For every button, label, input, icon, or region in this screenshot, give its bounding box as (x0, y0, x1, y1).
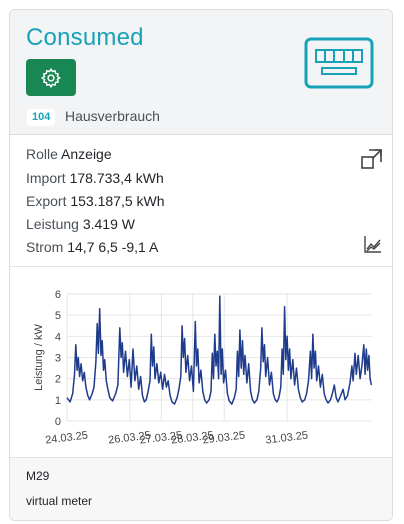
x-tick-label: 24.03.25 (45, 429, 89, 446)
role-value: Anzeige (61, 146, 112, 162)
y-tick-label: 2 (55, 374, 61, 386)
y-tick-label: 5 (55, 310, 61, 322)
current-label: Strom (26, 239, 64, 255)
y-axis-label: Leistung / kW (33, 324, 45, 391)
y-tick-label: 4 (55, 331, 61, 343)
current-value: 14,7 6,5 -9,1 A (67, 239, 159, 255)
x-tick-label: 26.03.25 (108, 429, 152, 446)
export-value: 153.187,5 kWh (70, 193, 165, 209)
x-tick-label: 28.03.25 (170, 429, 214, 446)
card-footer: M29 virtual meter (10, 458, 392, 520)
meter-info: Rolle Anzeige Import 178.733,4 kWh Expor… (10, 135, 392, 267)
meter-code: M29 (26, 469, 50, 483)
meter-card: Consumed 104 Hausverbrauch Rolle Anzeige (9, 9, 393, 521)
gear-icon (40, 67, 61, 88)
card-header: Consumed 104 Hausverbrauch (10, 10, 392, 135)
current-row: Strom 14,7 6,5 -9,1 A (26, 239, 158, 255)
expand-icon[interactable] (360, 147, 384, 171)
role-label: Rolle (26, 146, 58, 162)
meter-id-badge: 104 (27, 109, 56, 126)
power-chart-area: 0 1 2 3 4 5 6 24.03.25 26.03.25 27.03.25 28.03.25 2… (10, 267, 392, 458)
meter-name-label: Hausverbrauch (65, 108, 160, 124)
x-tick-label: 29.03.25 (202, 429, 246, 446)
y-tick-label: 3 (55, 353, 61, 365)
meter-title: Consumed (26, 24, 144, 51)
role-row: Rolle Anzeige (26, 146, 112, 162)
y-tick-label: 6 (55, 289, 61, 301)
import-label: Import (26, 170, 66, 186)
power-chart: 0 1 2 3 4 5 6 24.03.25 26.03.2527.03.2528.03.252… (33, 289, 373, 447)
import-row: Import 178.733,4 kWh (26, 170, 164, 186)
export-label: Export (26, 193, 67, 209)
settings-button[interactable] (26, 59, 76, 96)
export-row: Export 153.187,5 kWh (26, 193, 165, 209)
y-tick-label: 0 (55, 416, 61, 428)
x-tick-label: 27.03.25 (139, 429, 183, 446)
meter-type: virtual meter (26, 494, 93, 508)
line-chart-icon[interactable] (363, 234, 383, 254)
y-tick-label: 1 (55, 395, 61, 407)
x-tick-label: 31.03.25 (265, 429, 309, 446)
power-row: Leistung 3.419 W (26, 216, 135, 232)
power-value: 3.419 W (82, 216, 135, 232)
power-label: Leistung (26, 216, 79, 232)
power-series-line (66, 295, 373, 405)
import-value: 178.733,4 kWh (69, 170, 164, 186)
meter-icon (304, 37, 374, 89)
